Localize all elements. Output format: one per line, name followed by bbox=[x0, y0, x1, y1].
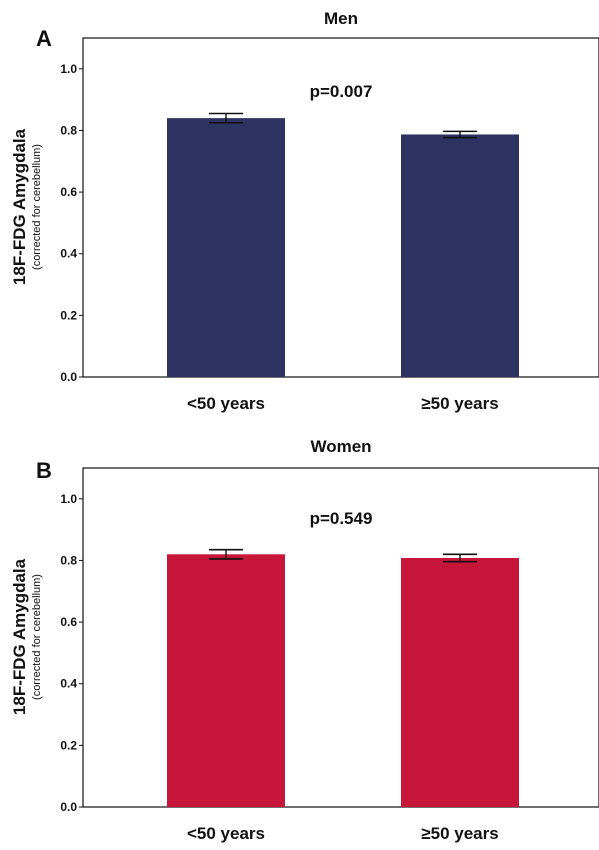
y-tick-label: 1.0 bbox=[60, 62, 77, 76]
plot-frame bbox=[82, 467, 599, 808]
y-tick-label: 0.4 bbox=[60, 247, 77, 261]
y-axis-label: 18F-FDG Amygdala bbox=[10, 558, 29, 715]
p-value-annotation: p=0.549 bbox=[310, 509, 373, 528]
y-tick-label: 0.0 bbox=[60, 370, 77, 384]
bar bbox=[167, 554, 285, 807]
x-category-label: <50 years bbox=[187, 394, 265, 413]
bar bbox=[401, 134, 519, 377]
bars: <50 years ≥50 years bbox=[167, 548, 519, 843]
y-tick-label: 0.2 bbox=[60, 738, 77, 752]
y-axis-label: 18F-FDG Amygdala bbox=[10, 128, 29, 285]
y-axis-ticks: 0.0 0.2 0.4 0.6 0.8 1.0 bbox=[60, 62, 83, 384]
chart-title: Women bbox=[310, 437, 371, 456]
y-axis-ticks: 0.0 0.2 0.4 0.6 0.8 1.0 bbox=[60, 492, 83, 814]
panel-label: A bbox=[36, 26, 52, 51]
p-value-annotation: p=0.007 bbox=[310, 82, 373, 101]
x-category-label: ≥50 years bbox=[421, 394, 498, 413]
bars: <50 years ≥50 years bbox=[167, 112, 519, 413]
bar bbox=[401, 557, 519, 807]
y-axis-sublabel: (corrected for cerebellum) bbox=[31, 574, 43, 700]
plot-frame bbox=[82, 37, 599, 378]
y-tick-label: 0.8 bbox=[60, 553, 77, 567]
chart-title: Men bbox=[324, 9, 358, 28]
x-category-label: <50 years bbox=[187, 824, 265, 843]
chart-panel-women: B Women 18F-FDG Amygdala (corrected for … bbox=[10, 437, 599, 843]
y-tick-label: 0.0 bbox=[60, 800, 77, 814]
panel-label: B bbox=[36, 458, 52, 483]
y-tick-label: 1.0 bbox=[60, 492, 77, 506]
y-tick-label: 0.8 bbox=[60, 123, 77, 137]
y-axis-sublabel: (corrected for cerebellum) bbox=[31, 144, 43, 270]
y-tick-label: 0.4 bbox=[60, 677, 77, 691]
chart-panel-men: A Men 18F-FDG Amygdala (corrected for ce… bbox=[10, 9, 599, 413]
x-category-label: ≥50 years bbox=[421, 824, 498, 843]
y-tick-label: 0.6 bbox=[60, 185, 77, 199]
y-tick-label: 0.6 bbox=[60, 615, 77, 629]
bar bbox=[167, 118, 285, 378]
y-tick-label: 0.2 bbox=[60, 308, 77, 322]
